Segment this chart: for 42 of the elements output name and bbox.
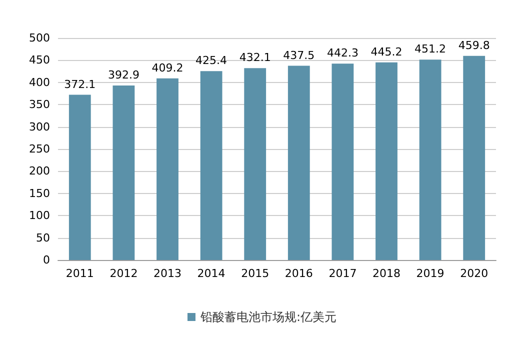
bar [156,78,178,260]
data-label: 451.2 [414,42,446,56]
x-tick-label: 2018 [372,267,400,280]
data-label: 442.3 [326,46,358,60]
bar [463,56,486,260]
legend-label: 铅酸蓄电池市场规:亿美元 [199,310,337,324]
bar [288,66,310,260]
bar [200,71,222,260]
y-tick-label: 0 [43,254,50,266]
bar [112,86,135,260]
y-tick-label: 400 [29,76,50,89]
y-tick-label: 350 [29,98,50,112]
data-label: 459.8 [458,38,490,52]
x-tick-label: 2014 [197,267,226,280]
y-tick-label: 150 [29,186,50,200]
y-tick-label: 300 [29,120,50,134]
y-tick-label: 450 [29,54,50,67]
x-tick-label: 2012 [110,267,138,280]
data-label: 445.2 [370,45,402,58]
bar [244,68,266,260]
x-tick-label: 2019 [416,267,444,280]
x-tick-label: 2015 [241,267,270,280]
data-label: 425.4 [196,54,228,68]
x-tick-label: 2017 [328,267,357,280]
y-tick-label: 200 [29,164,50,178]
data-label: 437.5 [283,48,315,62]
x-tick-label: 2011 [66,267,94,280]
y-tick-label: 500 [29,32,50,44]
y-tick-label: 250 [29,142,50,156]
bar [376,62,398,260]
data-label: 432.1 [239,51,271,64]
bar [332,64,354,260]
y-tick-label: 50 [36,231,50,244]
x-tick-label: 2013 [154,267,182,280]
bar [419,60,442,260]
x-tick-label: 2020 [460,267,488,280]
data-label: 392.9 [108,68,140,82]
data-label: 409.2 [152,61,184,74]
y-tick-label: 100 [29,209,50,222]
x-tick-label: 2016 [284,267,313,280]
bar [68,94,91,260]
data-label: 372.1 [64,78,96,91]
